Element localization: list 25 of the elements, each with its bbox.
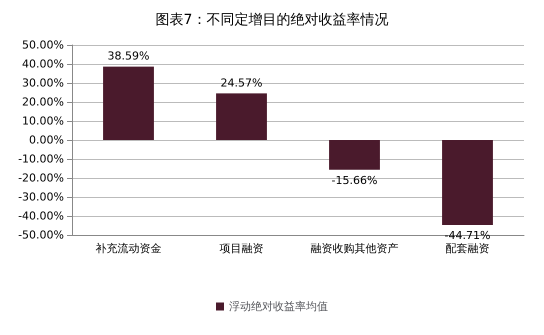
y-tick-label: -20.00% xyxy=(18,172,64,184)
data-label: -15.66% xyxy=(332,174,378,187)
data-label: 38.59% xyxy=(108,50,150,63)
x-tick-label: 配套融资 xyxy=(446,242,490,255)
y-tick-label: 30.00% xyxy=(22,76,64,90)
y-tick-label: 40.00% xyxy=(22,58,64,70)
y-tick-label: -50.00% xyxy=(18,228,64,242)
x-tick-label: 融资收购其他资产 xyxy=(310,242,398,255)
chart-title: 图表7：不同定增目的绝对收益率情况 xyxy=(156,12,388,28)
y-tick-label: -10.00% xyxy=(18,152,64,166)
x-tick-label: 项目融资 xyxy=(220,242,264,255)
y-tick-label: 20.00% xyxy=(22,96,64,108)
y-tick-label: -40.00% xyxy=(18,210,64,222)
data-label: 24.57% xyxy=(220,76,262,90)
y-tick-label: 0.00% xyxy=(29,134,64,146)
bar xyxy=(216,93,267,140)
bar xyxy=(329,140,380,170)
x-tick-label: 补充流动资金 xyxy=(96,242,162,255)
legend-label: 浮动绝对收益率均值 xyxy=(229,300,328,313)
bar xyxy=(442,140,493,225)
bar xyxy=(103,66,154,140)
y-tick-label: 10.00% xyxy=(22,114,64,128)
y-tick-label: -30.00% xyxy=(18,190,64,204)
y-tick-label: 50.00% xyxy=(22,38,64,52)
data-label: -44.71% xyxy=(444,228,490,242)
